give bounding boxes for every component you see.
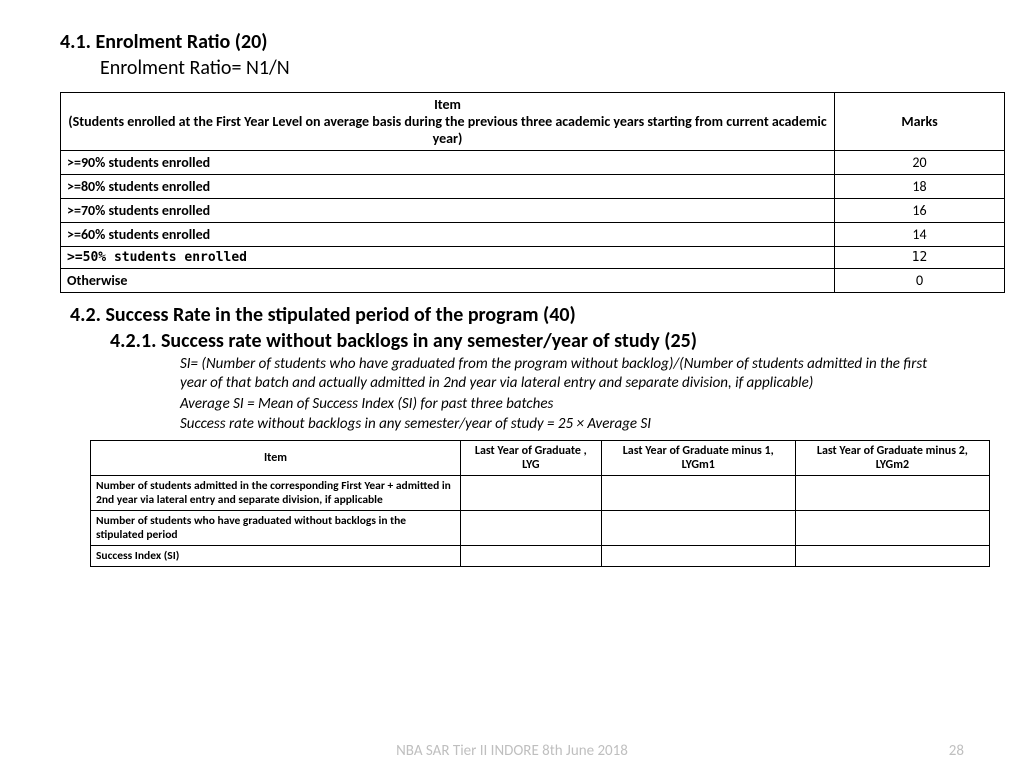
table1-row-mark: 16 [835, 199, 1005, 223]
success-rate-table: Item Last Year of Graduate , LYG Last Ye… [90, 440, 990, 567]
explain-success-rate: Success rate without backlogs in any sem… [180, 415, 944, 434]
table2-cell [461, 546, 602, 567]
enrolment-ratio-table: Item (Students enrolled at the First Yea… [60, 92, 1005, 293]
table1-header-item: Item (Students enrolled at the First Yea… [61, 93, 835, 151]
page-number: 28 [949, 742, 964, 760]
table1-row: >=70% students enrolled 16 [61, 199, 1005, 223]
table2-row: Number of students admitted in the corre… [91, 476, 990, 511]
section-4-2-title: 4.2. Success Rate in the stipulated peri… [70, 303, 994, 327]
table2-cell [795, 546, 989, 567]
table1-row: >=90% students enrolled 20 [61, 151, 1005, 175]
table2-cell [601, 546, 795, 567]
table2-row: Success Index (SI) [91, 546, 990, 567]
table1-row: >=60% students enrolled 14 [61, 223, 1005, 247]
table1-row-mark: 12 [835, 247, 1005, 269]
section-4-1-subtitle: Enrolment Ratio= N1/N [100, 56, 994, 80]
table2-col-item: Item [91, 441, 461, 476]
table2-cell [795, 511, 989, 546]
table1-row: Otherwise 0 [61, 269, 1005, 293]
table1-row-mark: 18 [835, 175, 1005, 199]
table2-row-desc: Number of students admitted in the corre… [91, 476, 461, 511]
table1-row-label: >=90% students enrolled [61, 151, 835, 175]
table1-header-item-line2: (Students enrolled at the First Year Lev… [67, 113, 828, 147]
table1-row-label: >=70% students enrolled [61, 199, 835, 223]
table1-header-item-line1: Item [67, 96, 828, 113]
section-4-1-title: 4.1. Enrolment Ratio (20) [60, 30, 994, 54]
table2-row-desc: Number of students who have graduated wi… [91, 511, 461, 546]
table2-row-desc: Success Index (SI) [91, 546, 461, 567]
table1-row-label: Otherwise [61, 269, 835, 293]
explain-si-def: SI= (Number of students who have graduat… [180, 355, 944, 393]
table2-col-lyg: Last Year of Graduate , LYG [461, 441, 602, 476]
table2-cell [461, 511, 602, 546]
table1-row: >=50% students enrolled 12 [61, 247, 1005, 269]
table1-row-label: >=80% students enrolled [61, 175, 835, 199]
section-4-2-1-title: 4.2.1. Success rate without backlogs in … [110, 329, 994, 353]
table1-row-label: >=50% students enrolled [61, 247, 835, 269]
table1-header-marks: Marks [835, 93, 1005, 151]
footer-text: NBA SAR Tier II INDORE 8th June 2018 [0, 742, 1024, 760]
table2-col-lygm2: Last Year of Graduate minus 2, LYGm2 [795, 441, 989, 476]
table2-cell [461, 476, 602, 511]
table2-row: Number of students who have graduated wi… [91, 511, 990, 546]
table2-cell [601, 511, 795, 546]
explain-avg-si: Average SI = Mean of Success Index (SI) … [180, 395, 944, 414]
table1-row-mark: 0 [835, 269, 1005, 293]
table1-row-label: >=60% students enrolled [61, 223, 835, 247]
table1-row-mark: 14 [835, 223, 1005, 247]
table1-row: >=80% students enrolled 18 [61, 175, 1005, 199]
table2-col-lygm1: Last Year of Graduate minus 1, LYGm1 [601, 441, 795, 476]
table1-row-mark: 20 [835, 151, 1005, 175]
table2-cell [601, 476, 795, 511]
table2-cell [795, 476, 989, 511]
